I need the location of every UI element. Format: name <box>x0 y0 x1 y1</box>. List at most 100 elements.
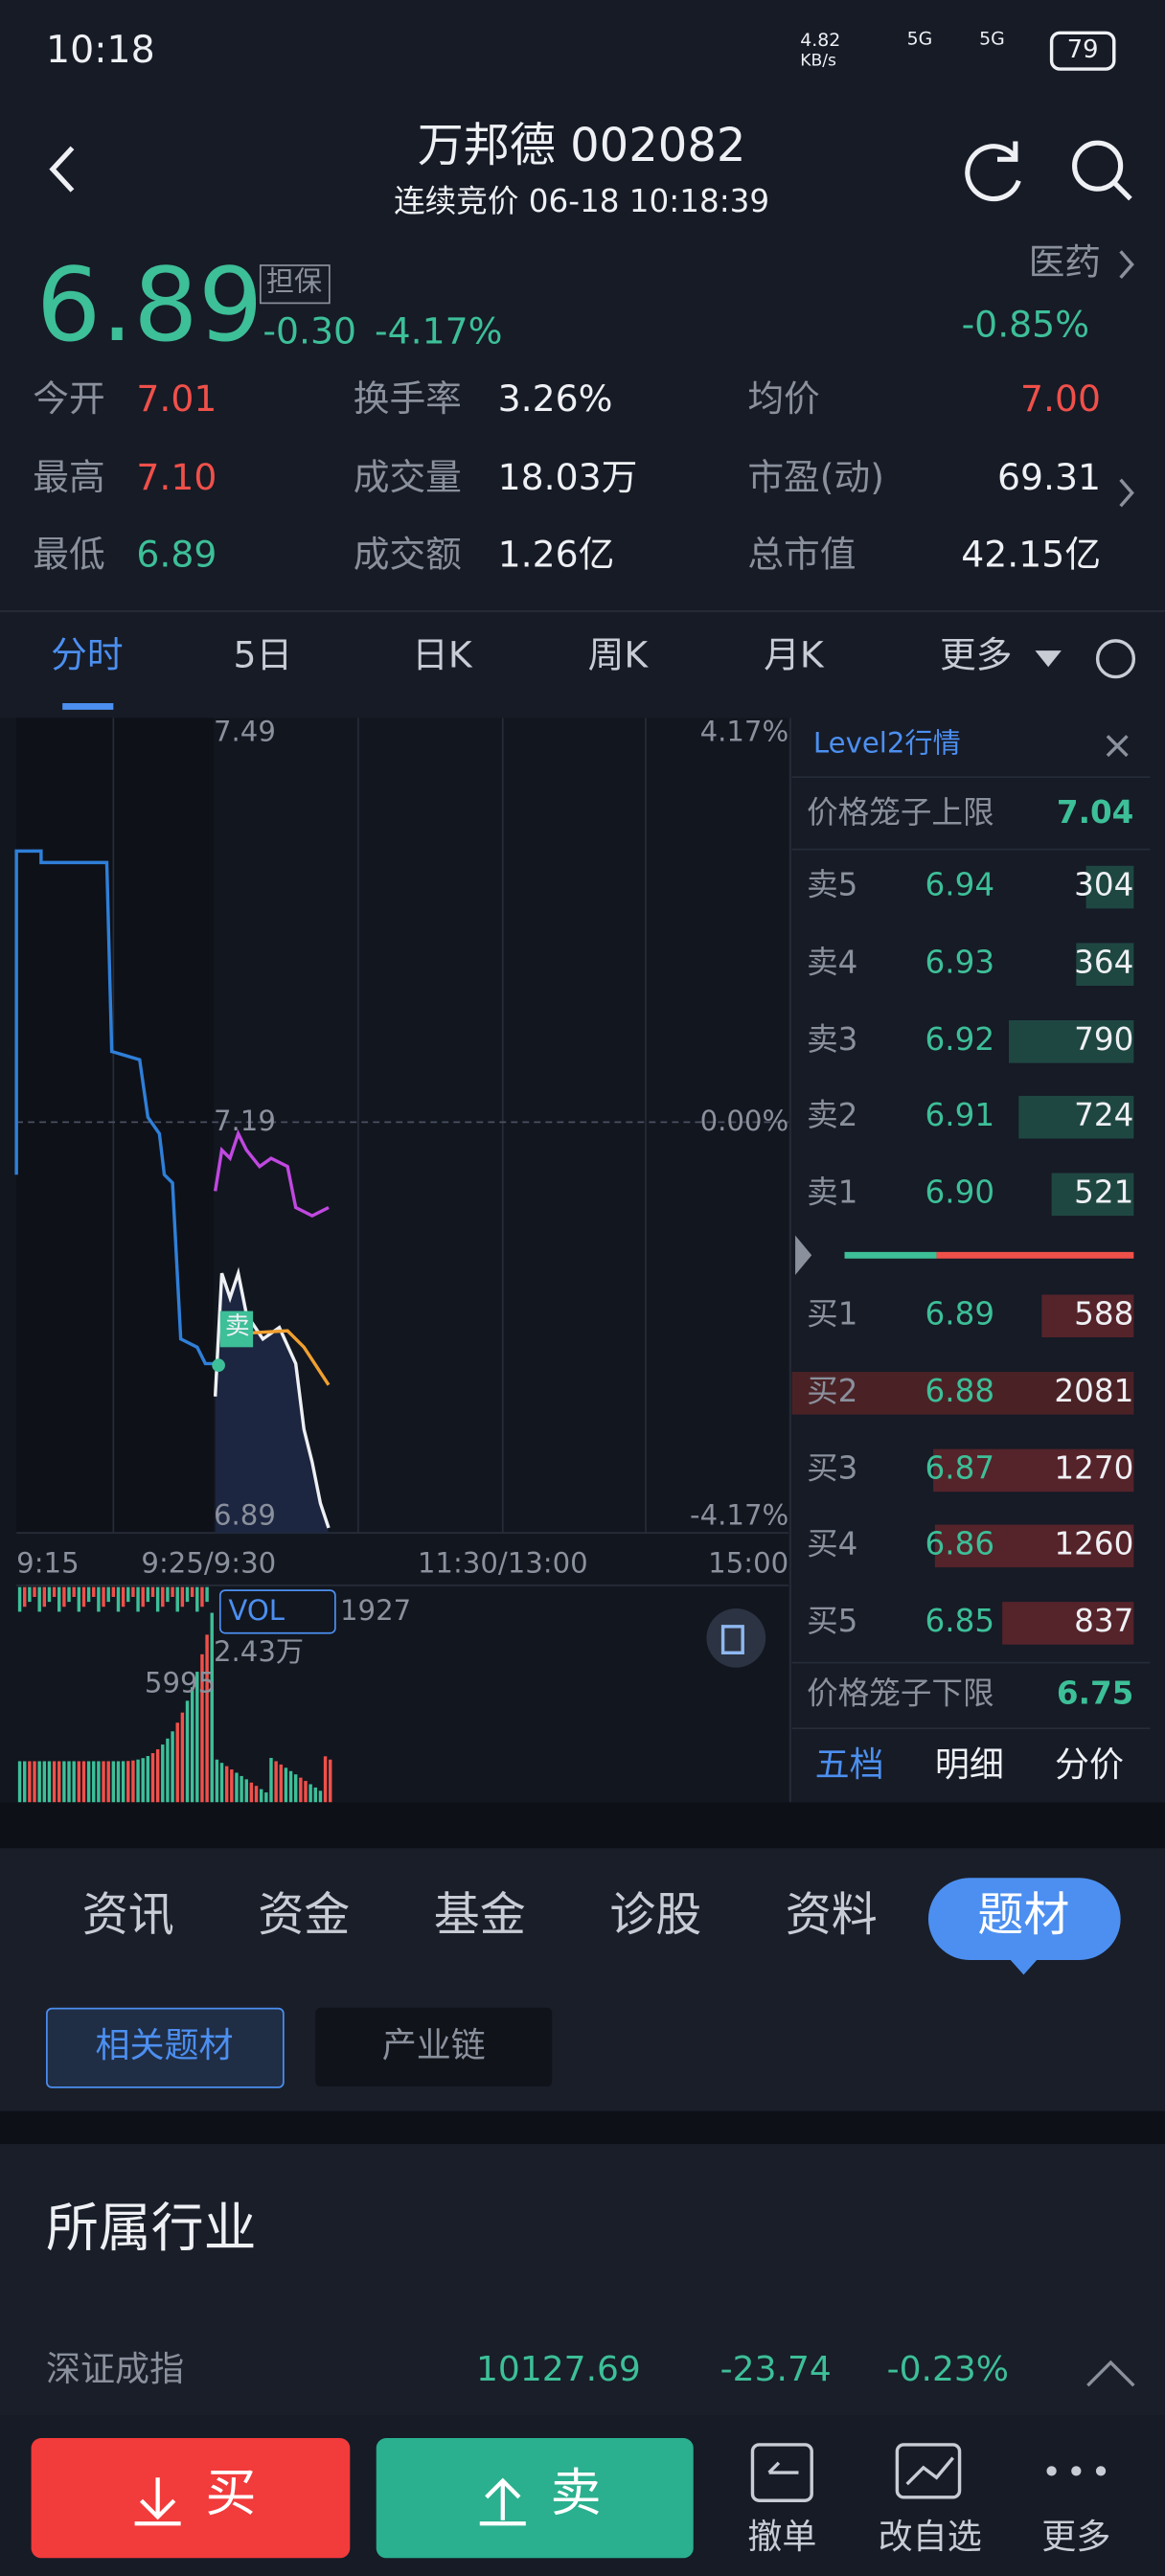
buy-button[interactable]: 买 <box>205 2464 257 2524</box>
stock-subtitle: 连续竞价 06-18 10:18:39 <box>394 184 770 220</box>
sub-tab[interactable]: 产业链 <box>381 2025 486 2065</box>
tool-button[interactable]: 更多 <box>1041 2517 1111 2557</box>
level-volume: 521 <box>1074 1174 1134 1212</box>
info-tab[interactable]: 资料 <box>785 1887 878 1943</box>
volume-bar <box>81 1761 86 1803</box>
panel-title: Level2行情 <box>812 727 961 762</box>
chart-tab[interactable]: 周K <box>587 635 649 677</box>
section-title: 所属行业 <box>46 2196 257 2260</box>
volume-bar <box>57 1761 61 1803</box>
stat-label: 最低 <box>33 536 105 577</box>
volume-bar <box>171 1586 174 1597</box>
volume-bar <box>62 1586 66 1607</box>
level-volume: 790 <box>1074 1021 1134 1058</box>
panel-tab[interactable]: 五档 <box>814 1744 884 1785</box>
sector[interactable]: 医药 <box>1028 242 1102 285</box>
volume-bar <box>1051 1173 1134 1217</box>
volume-bar <box>195 1586 199 1612</box>
level-label: 卖5 <box>807 867 858 904</box>
volume-bar <box>259 1789 263 1803</box>
vol-max: 2.43万 <box>213 1636 305 1670</box>
volume-bar <box>318 1790 323 1803</box>
volume-bar <box>279 1764 283 1803</box>
volume-bar <box>150 1753 155 1803</box>
info-tab[interactable]: 题材 <box>977 1887 1070 1943</box>
level-label: 买4 <box>807 1526 858 1563</box>
info-tab[interactable]: 资讯 <box>81 1887 174 1943</box>
volume-bar <box>933 1448 1134 1492</box>
stat-value: 3.26% <box>497 379 613 422</box>
volume-bar <box>313 1787 317 1803</box>
volume-bar <box>37 1761 41 1803</box>
volume-bar <box>111 1761 116 1803</box>
level-label: 买5 <box>807 1604 858 1640</box>
time-label: 15:00 <box>708 1547 789 1581</box>
vol-mark: 5995 <box>144 1667 217 1701</box>
stat-label: 成交额 <box>353 536 462 577</box>
level-price: 6.85 <box>925 1604 995 1640</box>
stat-value: 6.89 <box>136 536 217 577</box>
chart-tab[interactable]: 更多 <box>939 635 1013 677</box>
volume-bar <box>244 1779 248 1803</box>
volume-bar <box>136 1759 140 1803</box>
chart-tab[interactable]: 分时 <box>51 635 124 677</box>
time-label: 9:25/9:30 <box>141 1547 277 1581</box>
sub-tab[interactable]: 相关题材 <box>95 2025 234 2065</box>
info-tab[interactable]: 资金 <box>258 1887 351 1943</box>
volume-bar <box>205 1586 209 1603</box>
volume-bar <box>126 1761 130 1803</box>
level-volume: 1270 <box>1054 1449 1134 1487</box>
panel-tab[interactable]: 分价 <box>1055 1744 1125 1785</box>
level-price: 6.91 <box>925 1098 995 1135</box>
stat-label: 成交量 <box>353 458 462 500</box>
chart-tab[interactable]: 月K <box>764 635 824 677</box>
volume-bar <box>72 1761 76 1803</box>
tool-button[interactable]: 撤单 <box>747 2517 817 2557</box>
level-volume: 1260 <box>1054 1526 1134 1563</box>
volume-bar <box>161 1744 165 1803</box>
level-label: 卖4 <box>807 944 858 981</box>
volume-bar <box>42 1761 47 1803</box>
volume-bar <box>72 1586 76 1597</box>
volume-bar <box>111 1586 116 1597</box>
volume-bar <box>62 1761 66 1803</box>
volume-bar <box>249 1782 254 1803</box>
cage-label: 价格笼子下限 <box>807 1676 994 1713</box>
volume-bar <box>97 1761 101 1803</box>
volume-bar <box>264 1792 268 1803</box>
level-price: 6.86 <box>925 1526 995 1563</box>
volume-bar <box>304 1781 308 1803</box>
volume-bar <box>254 1786 259 1803</box>
volume-bar <box>284 1767 288 1803</box>
sim-1: 5G <box>906 28 933 50</box>
level-price: 6.90 <box>925 1174 995 1212</box>
stat-value: 7.01 <box>136 379 217 422</box>
cage-value: 7.04 <box>1056 795 1134 832</box>
chart-tab[interactable]: 5日 <box>233 635 293 677</box>
panel-tab[interactable]: 明细 <box>934 1744 1004 1785</box>
stat-label: 最高 <box>33 458 105 500</box>
volume-bar <box>23 1586 27 1607</box>
axis-label: 6.89 <box>213 1499 276 1534</box>
tool-button[interactable]: 改自选 <box>878 2517 982 2557</box>
volume-bar <box>121 1761 126 1803</box>
time-label: 11:30/13:00 <box>417 1547 588 1581</box>
info-tab[interactable]: 诊股 <box>609 1887 702 1943</box>
clock: 10:18 <box>46 29 155 73</box>
info-tab[interactable]: 基金 <box>433 1887 526 1943</box>
battery: 79 <box>1066 34 1099 64</box>
chart-tab[interactable]: 日K <box>412 635 472 677</box>
volume-bar <box>77 1761 81 1803</box>
level-volume: 588 <box>1074 1296 1134 1333</box>
level-label: 卖1 <box>807 1174 858 1212</box>
stat-value: 7.10 <box>136 458 217 500</box>
axis-label: 4.17% <box>699 716 789 750</box>
stat-value: 69.31 <box>997 458 1102 500</box>
volume-bar <box>293 1774 298 1803</box>
index-name: 深证成指 <box>46 2349 185 2389</box>
volume-bar <box>136 1586 140 1612</box>
volume-bar <box>57 1586 61 1612</box>
sell-button[interactable]: 卖 <box>550 2464 602 2524</box>
